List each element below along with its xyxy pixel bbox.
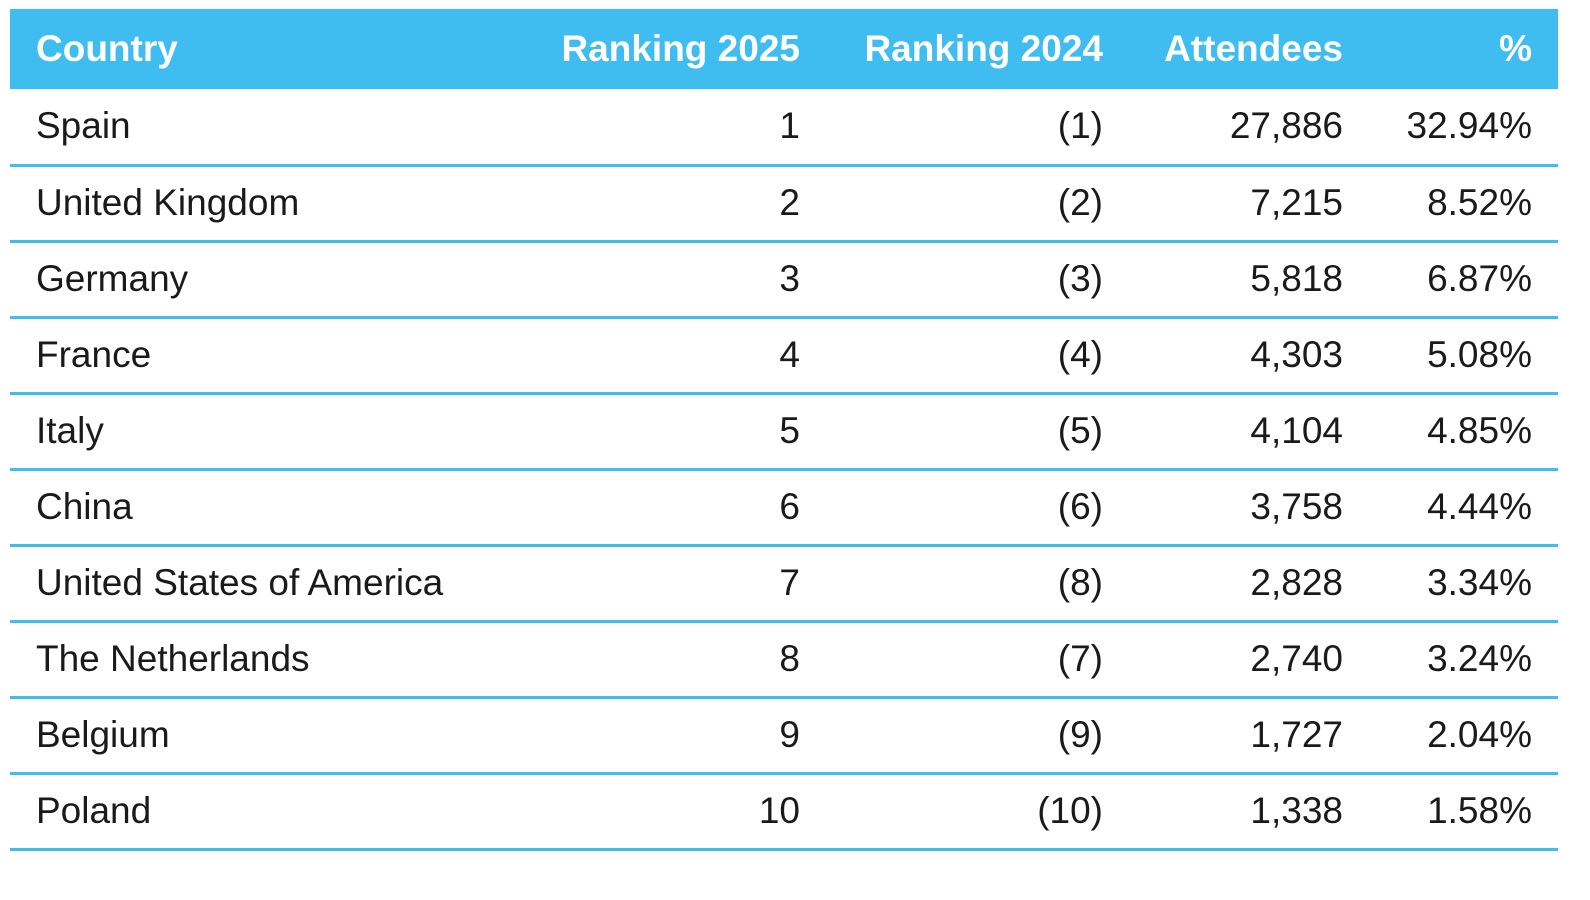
table-row: Italy 5 (5) 4,104 4.85% [10, 393, 1558, 469]
cell-ranking-2025: 1 [779, 105, 800, 147]
cell-percent: 32.94% [1406, 105, 1533, 147]
cell-percent: 3.34% [1427, 562, 1532, 603]
cell-ranking-2025: 7 [779, 562, 800, 603]
cell-country: Poland [36, 790, 152, 831]
cell-attendees: 4,303 [1250, 334, 1343, 375]
cell-attendees: 2,828 [1250, 562, 1343, 603]
cell-attendees: 27,886 [1229, 105, 1343, 147]
cell-ranking-2025: 6 [779, 486, 800, 527]
cell-ranking-2024: (8) [1057, 562, 1103, 603]
cell-ranking-2025: 5 [779, 410, 800, 451]
table-row: France 4 (4) 4,303 5.08% [10, 317, 1558, 393]
header-ranking-2025: Ranking 2025 [561, 28, 800, 69]
table-row: The Netherlands 8 (7) 2,740 3.24% [10, 621, 1558, 697]
cell-percent: 4.85% [1427, 410, 1532, 451]
cell-ranking-2024: (6) [1057, 486, 1103, 527]
cell-percent: 1.58% [1427, 790, 1532, 831]
cell-country: United States of America [36, 562, 444, 603]
cell-ranking-2024: (3) [1057, 258, 1103, 299]
header-ranking-2024: Ranking 2024 [864, 28, 1103, 69]
cell-country: The Netherlands [36, 638, 310, 679]
table-header: Country Ranking 2025 Ranking 2024 Attend… [10, 9, 1558, 89]
table-row: China 6 (6) 3,758 4.44% [10, 469, 1558, 545]
cell-country: Germany [36, 258, 189, 299]
table-row: Poland 10 (10) 1,338 1.58% [10, 773, 1558, 849]
cell-ranking-2025: 4 [779, 334, 800, 375]
cell-attendees: 5,818 [1250, 258, 1343, 299]
cell-ranking-2024: (1) [1057, 105, 1103, 147]
cell-country: France [36, 334, 152, 375]
cell-attendees: 4,104 [1250, 410, 1343, 451]
cell-ranking-2024: (9) [1057, 714, 1103, 755]
cell-ranking-2024: (7) [1057, 638, 1103, 679]
cell-attendees: 1,338 [1250, 790, 1343, 831]
cell-attendees: 1,727 [1250, 714, 1343, 755]
cell-country: Spain [36, 105, 131, 147]
cell-ranking-2024: (5) [1057, 410, 1103, 451]
table-body: Spain 1 (1) 27,886 32.94% United Kingdom 2 (2) 7… [10, 89, 1558, 849]
header-percent: % [1499, 28, 1532, 69]
cell-attendees: 7,215 [1250, 182, 1343, 223]
cell-percent: 5.08% [1427, 334, 1532, 375]
table-row: Belgium 9 (9) 1,727 2.04% [10, 697, 1558, 773]
header-attendees: Attendees [1164, 28, 1343, 69]
cell-country: Belgium [36, 714, 170, 755]
header-country: Country [36, 28, 178, 69]
cell-country: China [36, 486, 133, 527]
table-row: United Kingdom 2 (2) 7,215 8.52% [10, 165, 1558, 241]
cell-ranking-2025: 2 [779, 182, 800, 223]
attendees-by-country-table-container: Country Ranking 2025 Ranking 2024 Attend… [10, 9, 1558, 851]
cell-ranking-2025: 3 [779, 258, 800, 299]
cell-attendees: 2,740 [1250, 638, 1343, 679]
cell-percent: 8.52% [1427, 182, 1532, 223]
table-row: Spain 1 (1) 27,886 32.94% [10, 89, 1558, 165]
cell-ranking-2025: 8 [779, 638, 800, 679]
cell-percent: 3.24% [1427, 638, 1532, 679]
cell-ranking-2025: 10 [758, 790, 800, 831]
cell-ranking-2024: (2) [1057, 182, 1103, 223]
cell-attendees: 3,758 [1250, 486, 1343, 527]
attendees-by-country-table: Country Ranking 2025 Ranking 2024 Attend… [10, 9, 1558, 851]
cell-country: United Kingdom [36, 182, 300, 223]
cell-ranking-2024: (10) [1037, 790, 1103, 831]
cell-percent: 4.44% [1427, 486, 1532, 527]
cell-ranking-2024: (4) [1057, 334, 1103, 375]
cell-country: Italy [36, 410, 104, 451]
cell-percent: 6.87% [1427, 258, 1532, 299]
cell-percent: 2.04% [1427, 714, 1532, 755]
header-row: Country Ranking 2025 Ranking 2024 Attend… [10, 9, 1558, 89]
table-row: United States of America 7 (8) 2,828 3.34% [10, 545, 1558, 621]
cell-ranking-2025: 9 [779, 714, 800, 755]
table-row: Germany 3 (3) 5,818 6.87% [10, 241, 1558, 317]
